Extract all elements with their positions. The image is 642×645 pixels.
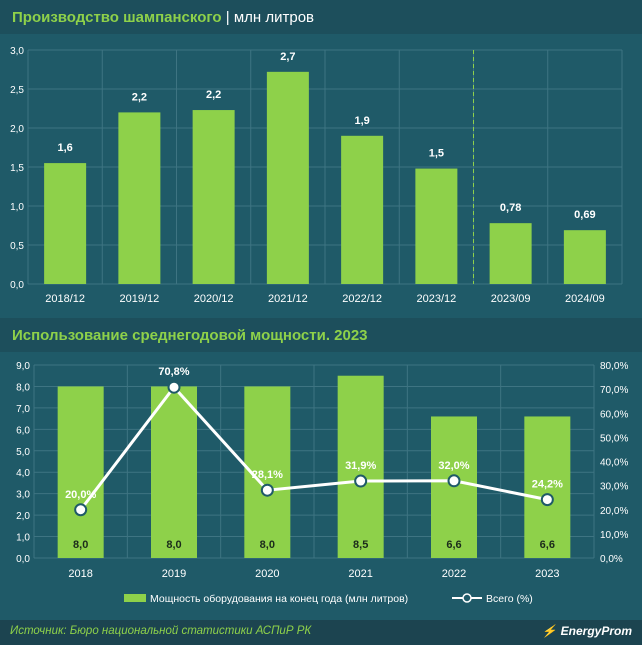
logo-text: EnergyProm xyxy=(560,624,632,638)
usage-point xyxy=(167,380,181,394)
x-tick-label: 2022/12 xyxy=(342,293,382,305)
bar-value-label: 0,69 xyxy=(574,209,595,221)
chart2-title-bar: Использование среднегодовой мощности. 20… xyxy=(0,318,642,352)
usage-point xyxy=(540,493,554,507)
chart1-title: Производство шампанского | млн литров xyxy=(12,9,314,26)
y-right-tick-label: 20,0% xyxy=(600,506,628,517)
y-right-tick-label: 70,0% xyxy=(600,385,628,396)
usage-point-label: 24,2% xyxy=(532,479,563,491)
x-tick-label: 2019 xyxy=(162,568,186,580)
y-left-tick-label: 3,0 xyxy=(16,490,30,501)
capacity-bar xyxy=(151,386,197,558)
bar-value-label: 1,5 xyxy=(429,148,444,160)
legend-bar-swatch xyxy=(124,594,146,602)
y-tick-label: 2,5 xyxy=(10,85,24,96)
capacity-usage-chart: 0,0 1,0 2,0 3,0 4,0 5,0 6,0 7,0 8,0 9,0 0,0% 10,0% 2… xyxy=(16,361,628,605)
y-tick-label: 0,5 xyxy=(10,241,24,252)
logo-bolt-icon: ⚡ xyxy=(541,624,557,638)
y-tick-label: 1,5 xyxy=(10,163,24,174)
bar-value-label: 2,7 xyxy=(280,51,295,63)
bar xyxy=(266,71,309,284)
y-right-tick-label: 10,0% xyxy=(600,530,628,541)
chart2-title: Использование среднегодовой мощности. 20… xyxy=(12,327,368,344)
bar-value-label: 0,78 xyxy=(500,202,521,214)
usage-point-label: 70,8% xyxy=(158,366,189,378)
x-tick-label: 2023/09 xyxy=(491,293,531,305)
capacity-bar-label: 8,5 xyxy=(353,539,368,551)
x-tick-label: 2018/12 xyxy=(45,293,85,305)
chart1-title-unit: млн литров xyxy=(233,9,314,26)
usage-point xyxy=(354,474,368,488)
y-left-tick-label: 0,0 xyxy=(16,554,30,565)
y-tick-label: 3,0 xyxy=(10,46,24,57)
footer: Источник: Бюро национальной статистики А… xyxy=(0,620,642,645)
usage-point-label: 28,1% xyxy=(252,469,283,481)
y-left-tick-label: 6,0 xyxy=(16,425,30,436)
y-left-tick-label: 7,0 xyxy=(16,404,30,415)
bar xyxy=(563,230,606,284)
x-tick-label: 2022 xyxy=(442,568,466,580)
y-right-tick-label: 30,0% xyxy=(600,482,628,493)
y-left-tick-label: 1,0 xyxy=(16,533,30,544)
usage-point-label: 31,9% xyxy=(345,460,376,472)
capacity-bar xyxy=(337,375,384,558)
y-right-tick-label: 40,0% xyxy=(600,458,628,469)
x-tick-label: 2023/12 xyxy=(416,293,456,305)
bar xyxy=(489,223,532,284)
x-tick-label: 2024/09 xyxy=(565,293,605,305)
bar xyxy=(192,110,235,284)
x-tick-label: 2020 xyxy=(255,568,279,580)
energyprom-logo: ⚡ EnergyProm xyxy=(542,624,632,638)
source-note: Источник: Бюро национальной статистики А… xyxy=(10,625,312,637)
y-right-tick-label: 0,0% xyxy=(600,554,623,565)
bar-value-label: 1,9 xyxy=(354,115,369,127)
chart1-title-bar: Производство шампанского | млн литров xyxy=(0,0,642,34)
bar xyxy=(118,112,161,285)
usage-point-label: 20,0% xyxy=(65,489,96,501)
x-tick-label: 2023 xyxy=(535,568,559,580)
bar-value-label: 2,2 xyxy=(132,91,147,103)
usage-point xyxy=(260,483,274,497)
legend-bar-label: Мощность оборудования на конец года (млн… xyxy=(150,593,408,605)
legend-line-marker xyxy=(462,593,472,603)
legend-line-label: Всего (%) xyxy=(486,593,533,605)
y-left-tick-label: 8,0 xyxy=(16,382,30,393)
chart1-title-main: Производство шампанского xyxy=(12,9,222,26)
capacity-bar-label: 8,0 xyxy=(73,539,88,551)
y-right-tick-label: 50,0% xyxy=(600,433,628,444)
bar xyxy=(415,168,458,284)
y-left-tick-label: 4,0 xyxy=(16,468,30,479)
x-tick-label: 2021/12 xyxy=(268,293,308,305)
capacity-bar xyxy=(524,416,571,558)
y-right-tick-label: 60,0% xyxy=(600,409,628,420)
y-left-tick-label: 9,0 xyxy=(16,361,30,372)
x-tick-label: 2018 xyxy=(68,568,92,580)
y-left-tick-label: 2,0 xyxy=(16,511,30,522)
x-tick-label: 2021 xyxy=(348,568,372,580)
x-tick-label: 2019/12 xyxy=(119,293,159,305)
capacity-bar-label: 6,6 xyxy=(446,539,461,551)
bar-value-label: 1,6 xyxy=(57,142,72,154)
usage-point xyxy=(447,474,461,488)
capacity-bar xyxy=(57,386,104,558)
bar xyxy=(44,163,87,284)
production-bar-chart: 0,0 0,5 1,0 1,5 2,0 2,5 3,0 1,6 2018/12 2,2 2019/1… xyxy=(10,46,623,305)
capacity-bar-label: 6,6 xyxy=(540,539,555,551)
bar xyxy=(341,135,384,284)
y-tick-label: 1,0 xyxy=(10,202,24,213)
y-right-tick-label: 80,0% xyxy=(600,361,628,372)
usage-point xyxy=(74,503,88,517)
y-tick-label: 2,0 xyxy=(10,124,24,135)
bar-value-label: 2,2 xyxy=(206,89,221,101)
y-tick-label: 0,0 xyxy=(10,280,24,291)
y-left-tick-label: 5,0 xyxy=(16,447,30,458)
chart1-title-separator: | xyxy=(225,9,234,26)
x-tick-label: 2020/12 xyxy=(194,293,234,305)
capacity-bar-label: 8,0 xyxy=(260,539,275,551)
usage-line xyxy=(79,384,548,511)
usage-point-label: 32,0% xyxy=(438,460,469,472)
capacity-bar-label: 8,0 xyxy=(166,539,181,551)
